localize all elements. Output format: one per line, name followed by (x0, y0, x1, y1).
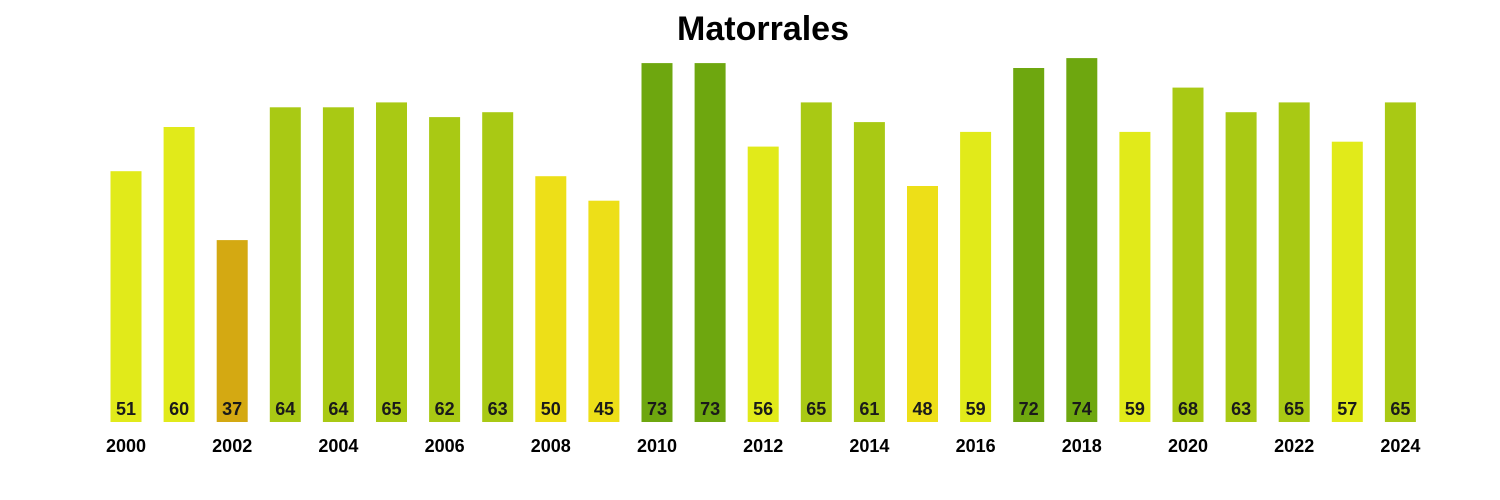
value-label-2020: 68 (1178, 399, 1198, 419)
value-label-2001: 60 (169, 399, 189, 419)
value-label-2012: 56 (753, 399, 773, 419)
bar-2009 (588, 200, 620, 422)
bar-2015 (907, 186, 938, 422)
x-tick-label-2022: 2022 (1274, 436, 1314, 456)
x-tick-label-2016: 2016 (956, 436, 996, 456)
x-tick-label-2006: 2006 (425, 436, 465, 456)
x-tick-label-2024: 2024 (1380, 436, 1420, 456)
x-tick-label-2018: 2018 (1062, 436, 1102, 456)
value-label-2004: 64 (328, 399, 348, 419)
value-label-2018: 74 (1072, 399, 1092, 419)
bar-2022 (1278, 102, 1310, 423)
value-labels-group: 51 60 37 64 64 65 62 63 50 45 73 73 56 65 61 48 59 72 74 59… (116, 399, 1410, 419)
bar-2012 (747, 146, 779, 422)
value-label-2010: 73 (647, 399, 667, 419)
value-label-2023: 57 (1337, 399, 1357, 419)
bar-2003 (269, 107, 301, 423)
bar-2008 (535, 176, 567, 422)
value-label-2006: 62 (435, 399, 455, 419)
bar-2006 (429, 117, 461, 422)
x-tick-label-2012: 2012 (743, 436, 783, 456)
bar-2005 (376, 102, 407, 423)
bar-2002 (216, 240, 248, 422)
bar-2010 (641, 63, 673, 422)
value-label-2005: 65 (381, 399, 401, 419)
bar-2011 (694, 63, 726, 422)
chart-title: Matorrales (677, 10, 849, 48)
x-tick-label-2004: 2004 (318, 436, 358, 456)
x-axis-ticks: 2000 2002 2004 2006 2008 2010 2012 2014 2016 2018… (106, 436, 1420, 456)
bar-2017 (1013, 68, 1045, 422)
bar-2013 (800, 102, 832, 423)
bar-2018 (1066, 58, 1098, 422)
value-label-2007: 63 (488, 399, 508, 419)
x-tick-label-2010: 2010 (637, 436, 677, 456)
bar-2016 (960, 131, 992, 422)
x-tick-label-2008: 2008 (531, 436, 571, 456)
value-label-2024: 65 (1390, 399, 1410, 419)
bar-2004 (322, 107, 354, 423)
value-label-2022: 65 (1284, 399, 1304, 419)
value-label-2014: 61 (859, 399, 879, 419)
x-tick-label-2014: 2014 (849, 436, 889, 456)
bar-2020 (1172, 87, 1204, 422)
bar-2007 (482, 112, 514, 422)
value-label-2011: 73 (700, 399, 720, 419)
value-label-2008: 50 (541, 399, 561, 419)
x-tick-label-2000: 2000 (106, 436, 146, 456)
bar-2019 (1119, 131, 1151, 422)
bar-2024 (1384, 102, 1416, 423)
bar-2014 (853, 122, 885, 422)
bars-group (110, 58, 1416, 423)
x-tick-label-2020: 2020 (1168, 436, 1208, 456)
value-label-2019: 59 (1125, 399, 1145, 419)
bar-2000 (110, 171, 142, 422)
x-tick-label-2002: 2002 (212, 436, 252, 456)
bar-2021 (1225, 112, 1257, 422)
value-label-2002: 37 (222, 399, 242, 419)
value-label-2003: 64 (275, 399, 295, 419)
value-label-2013: 65 (806, 399, 826, 419)
bar-2023 (1331, 141, 1363, 422)
value-label-2016: 59 (966, 399, 986, 419)
value-label-2000: 51 (116, 399, 136, 419)
value-label-2015: 48 (912, 399, 932, 419)
bar-2001 (163, 127, 195, 422)
value-label-2009: 45 (594, 399, 614, 419)
value-label-2017: 72 (1019, 399, 1039, 419)
value-label-2021: 63 (1231, 399, 1251, 419)
